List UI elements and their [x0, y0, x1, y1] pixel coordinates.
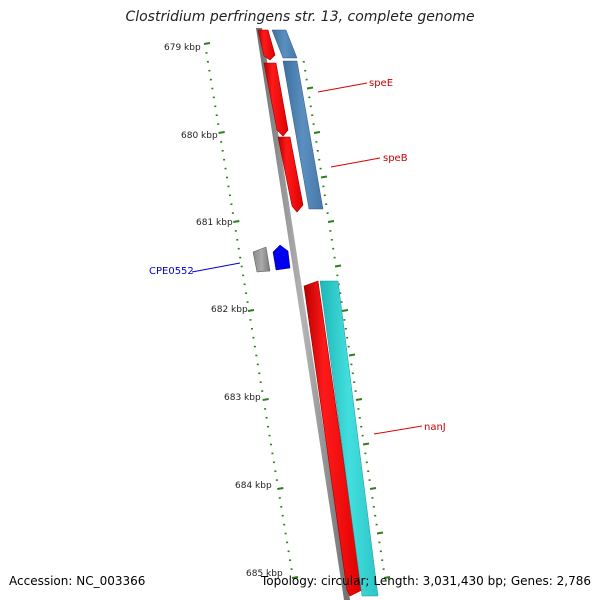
ruler-outer-tick [348, 353, 356, 357]
ruler-major-tick [277, 487, 284, 490]
ruler-outer-tick [376, 531, 384, 535]
gene-label-speB[interactable]: speB [383, 153, 408, 164]
gene-feature-speE[interactable] [263, 62, 289, 137]
tick-label-683: 683 kbp [224, 393, 261, 403]
gene-feature-CPE0552[interactable] [272, 244, 291, 271]
ruler-outer-tick [355, 398, 363, 401]
ruler-major-tick [218, 131, 225, 134]
ruler-labels: 679 kbp 680 kbp 681 kbp 682 kbp 683 kbp … [164, 43, 283, 579]
cds-speE-lower[interactable] [282, 60, 324, 210]
cds-nanJ[interactable] [319, 280, 379, 597]
tick-label-680: 680 kbp [181, 131, 218, 141]
ruler-outer-tick [320, 175, 328, 179]
tick-label-682: 682 kbp [211, 305, 248, 315]
ruler-major-tick [203, 42, 211, 45]
ruler-outer-tick [313, 131, 321, 134]
cds-speE[interactable] [271, 29, 298, 59]
length-text: Length: 3,031,430 bp; [373, 574, 507, 588]
ruler-major-ticks [203, 42, 299, 579]
ruler-outer-tick [327, 220, 335, 223]
ruler-outer-tick [341, 309, 349, 312]
ruler-major-tick [262, 398, 269, 401]
accession-text: Accession: NC_003366 [9, 574, 146, 588]
ruler-outer-tick [334, 264, 342, 268]
leader-line-speB [330, 157, 381, 168]
leader-line-nanJ [373, 425, 423, 435]
genome-backbone [256, 28, 350, 600]
gene-label-speE[interactable]: speE [369, 78, 393, 89]
gene-feature-speB[interactable] [277, 136, 304, 213]
leader-line-speE [317, 82, 368, 93]
ruler-outer-tick [383, 576, 391, 579]
ruler-outer-tick [306, 86, 314, 90]
ruler-major-tick [233, 220, 240, 223]
tick-label-684: 684 kbp [235, 481, 272, 491]
ruler-major-tick [291, 576, 299, 579]
genome-stats: Topology: circular; Length: 3,031,430 bp;… [261, 574, 591, 588]
ruler-minor-ticks [205, 52, 293, 570]
tick-label-685: 685 kbp [246, 569, 283, 579]
leader-line-CPE0552 [191, 262, 241, 273]
gene-feature-nanJ[interactable] [303, 280, 363, 597]
gene-label-nanJ[interactable]: nanJ [424, 422, 446, 433]
tick-label-681: 681 kbp [196, 218, 233, 228]
genes-count-text: Genes: 2,786 [510, 574, 591, 588]
topology-text: Topology: circular; [260, 574, 370, 588]
gene-feature-speE-upper[interactable] [257, 29, 276, 61]
tick-label-679: 679 kbp [164, 43, 201, 53]
ruler-major-tick [247, 309, 255, 312]
ruler-outer-tick [369, 487, 377, 490]
ruler-outer-tick [362, 442, 370, 446]
map-title: Clostridium perfringens str. 13, complet… [125, 9, 475, 25]
ruler-outer-ticks [302, 60, 391, 579]
feature-other-grey[interactable] [252, 246, 271, 273]
gene-label-CPE0552[interactable]: CPE0552 [149, 266, 194, 277]
